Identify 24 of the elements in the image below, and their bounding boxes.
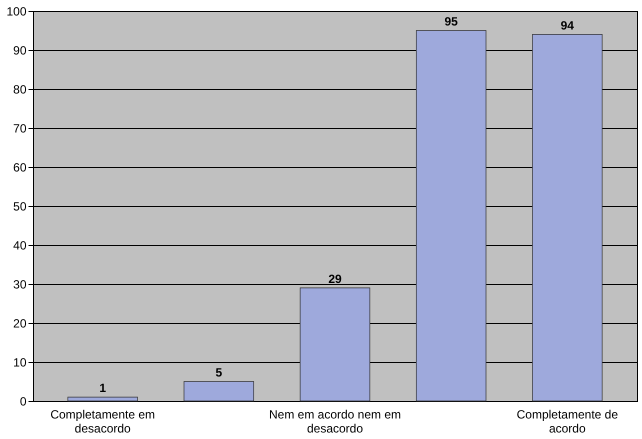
y-tick-label: 20 xyxy=(13,316,27,330)
y-tick-label: 80 xyxy=(13,82,27,96)
x-tick-label: Nem em acordo nem em desacordo xyxy=(268,408,402,436)
data-label: 1 xyxy=(99,381,106,396)
y-tick-label: 10 xyxy=(13,356,27,370)
x-tick-label: Completamente de acordo xyxy=(516,408,618,436)
data-label: 94 xyxy=(560,18,574,32)
y-tick-label: 30 xyxy=(13,278,27,292)
data-label: 29 xyxy=(328,272,342,286)
x-tick-label: Completamente em desacordo xyxy=(50,408,156,436)
y-tick-label: 70 xyxy=(13,122,27,136)
y-tick-label: 90 xyxy=(13,44,27,58)
bar xyxy=(67,396,138,402)
y-tick-label: 60 xyxy=(13,160,27,174)
bar xyxy=(532,34,603,402)
y-tick-label: 100 xyxy=(6,4,27,18)
y-tick-label: 50 xyxy=(13,200,27,214)
data-label: 95 xyxy=(444,14,458,28)
bar xyxy=(416,30,486,402)
bar xyxy=(184,381,254,402)
y-tick-label: 0 xyxy=(20,394,27,408)
y-tick-label: 40 xyxy=(13,238,27,252)
data-label: 5 xyxy=(216,366,222,380)
bar xyxy=(300,288,370,402)
